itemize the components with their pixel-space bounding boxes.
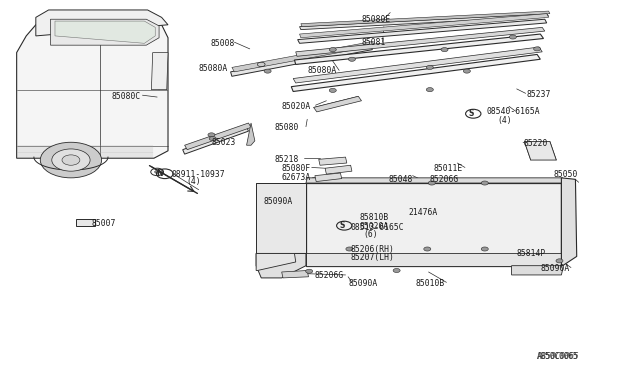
Text: S: S — [339, 221, 344, 230]
Circle shape — [428, 181, 435, 185]
Polygon shape — [256, 253, 306, 278]
Polygon shape — [298, 19, 547, 43]
Polygon shape — [282, 270, 308, 278]
FancyBboxPatch shape — [76, 219, 95, 226]
Polygon shape — [300, 14, 548, 38]
Circle shape — [556, 259, 563, 263]
Circle shape — [534, 47, 541, 51]
Text: 85020A: 85020A — [360, 221, 389, 231]
Circle shape — [463, 69, 470, 73]
Text: 85090A: 85090A — [264, 197, 293, 206]
Polygon shape — [315, 173, 342, 182]
Polygon shape — [294, 34, 543, 64]
Text: 85011E: 85011E — [434, 164, 463, 173]
Text: 85206(RH): 85206(RH) — [351, 245, 394, 254]
Polygon shape — [51, 19, 159, 45]
Polygon shape — [182, 127, 248, 154]
Circle shape — [509, 35, 516, 39]
Polygon shape — [561, 178, 577, 266]
Polygon shape — [293, 47, 542, 83]
Text: 85008: 85008 — [210, 39, 234, 48]
Circle shape — [306, 269, 313, 273]
Circle shape — [40, 142, 102, 178]
Circle shape — [426, 65, 433, 70]
Text: 85220: 85220 — [523, 139, 547, 148]
Circle shape — [348, 57, 355, 61]
Text: A850C0065: A850C0065 — [537, 352, 579, 361]
Text: 85090A: 85090A — [540, 264, 570, 273]
Text: (4): (4) — [186, 177, 200, 186]
Text: (4): (4) — [497, 116, 512, 125]
Polygon shape — [306, 183, 561, 266]
Text: 62673A: 62673A — [282, 173, 311, 182]
Text: 21476A: 21476A — [408, 208, 437, 217]
Polygon shape — [325, 165, 352, 174]
Text: 85007: 85007 — [92, 219, 116, 228]
Text: 08911-10937: 08911-10937 — [172, 170, 225, 179]
Text: 85218: 85218 — [274, 155, 298, 164]
Polygon shape — [246, 123, 255, 145]
Text: 85080A: 85080A — [198, 64, 228, 73]
Circle shape — [208, 133, 215, 137]
Polygon shape — [232, 41, 375, 72]
Text: A850C0065: A850C0065 — [537, 352, 579, 361]
Polygon shape — [296, 28, 545, 56]
Text: 85206G: 85206G — [315, 271, 344, 280]
Text: 85810B: 85810B — [360, 213, 389, 222]
Text: 85010B: 85010B — [416, 279, 445, 288]
Polygon shape — [511, 266, 563, 275]
Text: 85080: 85080 — [274, 123, 298, 132]
Text: 85080C: 85080C — [111, 92, 140, 101]
Text: 08540-6165A: 08540-6165A — [486, 108, 540, 116]
Polygon shape — [300, 14, 548, 30]
Polygon shape — [301, 11, 550, 27]
Circle shape — [481, 247, 488, 251]
Text: 85814P: 85814P — [516, 249, 546, 258]
Polygon shape — [524, 141, 556, 160]
Text: 08513-6165C: 08513-6165C — [351, 223, 404, 232]
Text: (6): (6) — [364, 230, 378, 240]
Polygon shape — [230, 45, 372, 76]
Text: 85090A: 85090A — [349, 279, 378, 288]
Circle shape — [426, 87, 433, 92]
Polygon shape — [256, 183, 306, 253]
Text: 85237: 85237 — [527, 90, 551, 99]
Text: 85080E: 85080E — [362, 15, 391, 24]
Text: S: S — [468, 109, 474, 118]
Polygon shape — [306, 253, 561, 266]
Circle shape — [441, 48, 448, 52]
Circle shape — [155, 170, 160, 173]
Text: 85080A: 85080A — [307, 66, 337, 75]
Circle shape — [481, 181, 488, 185]
Circle shape — [424, 247, 431, 251]
Polygon shape — [319, 157, 347, 165]
Text: 85020A: 85020A — [282, 102, 311, 111]
Text: 85023: 85023 — [211, 138, 236, 147]
Text: 85048: 85048 — [389, 175, 413, 184]
Polygon shape — [55, 21, 156, 43]
Polygon shape — [291, 54, 540, 92]
Text: 85206G: 85206G — [430, 175, 459, 184]
Circle shape — [346, 247, 353, 251]
Circle shape — [62, 155, 80, 165]
Polygon shape — [36, 10, 168, 36]
Circle shape — [209, 137, 216, 141]
Circle shape — [329, 88, 336, 92]
Circle shape — [264, 69, 271, 73]
Polygon shape — [256, 253, 296, 270]
Circle shape — [393, 269, 400, 273]
Text: 85207(LH): 85207(LH) — [351, 253, 394, 262]
Circle shape — [329, 48, 336, 52]
Polygon shape — [152, 52, 168, 90]
Polygon shape — [314, 96, 362, 112]
Circle shape — [52, 149, 90, 171]
Polygon shape — [306, 178, 563, 183]
Text: 85080F: 85080F — [282, 164, 311, 173]
Text: 85050: 85050 — [553, 170, 577, 179]
Text: 85081: 85081 — [362, 38, 386, 47]
Polygon shape — [17, 17, 168, 158]
Text: N: N — [156, 169, 163, 178]
Polygon shape — [184, 123, 251, 150]
